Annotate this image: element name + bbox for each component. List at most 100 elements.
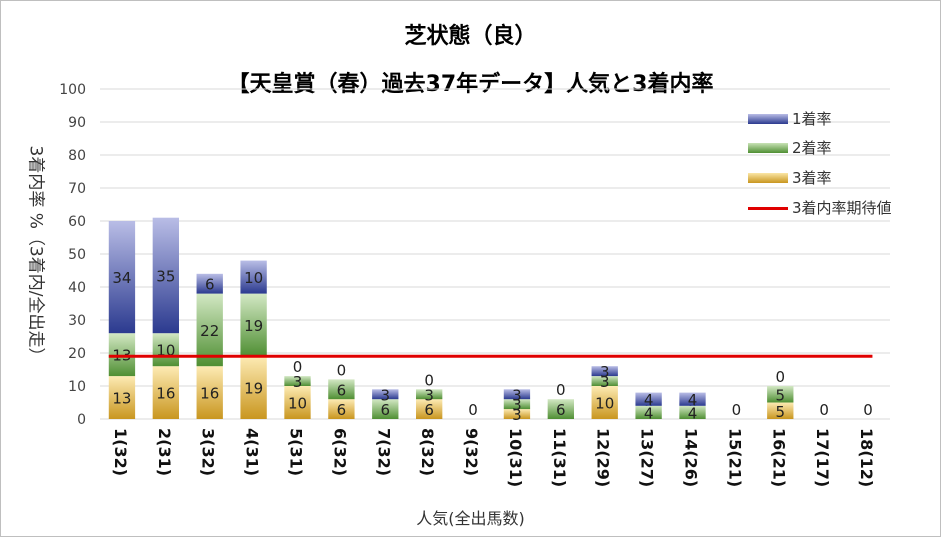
data-label: 4 [688, 404, 698, 422]
bar-segment [240, 260, 267, 294]
data-label: 3 [293, 373, 303, 391]
chart-title: 芝状態（良） [404, 24, 537, 49]
data-label: 35 [156, 267, 175, 285]
x-tick-label: 17(17) [813, 428, 832, 487]
x-tick-label: 8(32) [418, 428, 437, 476]
legend-swatch-second [748, 143, 788, 153]
y-tick-label: 50 [68, 247, 86, 263]
data-label: 3 [600, 373, 610, 391]
bar-segment [284, 376, 311, 386]
y-tick-label: 0 [77, 412, 86, 428]
x-tick-label: 10(31) [506, 428, 525, 487]
data-label: 16 [156, 385, 175, 403]
data-label: 3 [512, 386, 522, 404]
data-label: 19 [244, 380, 263, 398]
bar-segment [767, 402, 794, 419]
data-label: 0 [293, 358, 303, 376]
data-label: 6 [424, 401, 434, 419]
bar-segment [328, 379, 355, 400]
x-tick-label: 9(32) [462, 428, 481, 476]
legend-swatch-first [748, 114, 788, 124]
data-label: 4 [644, 404, 654, 422]
bar-segment [679, 392, 706, 406]
x-tick-label: 2(31) [155, 428, 174, 476]
bar-segment [416, 399, 443, 419]
x-tick-label: 6(32) [330, 428, 349, 476]
bar-segment [503, 399, 531, 410]
y-tick-label: 100 [59, 82, 86, 98]
data-label: 0 [556, 381, 566, 399]
data-label: 6 [337, 381, 347, 399]
data-label: 0 [863, 401, 873, 419]
y-tick-label: 80 [68, 148, 86, 164]
y-tick-label: 20 [68, 346, 86, 362]
data-label: 10 [595, 395, 614, 413]
y-tick-label: 60 [68, 214, 86, 230]
y-tick-label: 40 [68, 280, 86, 296]
x-tick-label: 16(21) [769, 428, 788, 487]
bar-segment [196, 366, 223, 419]
bar-segment [767, 386, 794, 403]
bar-segment [240, 293, 267, 357]
x-tick-label: 1(32) [111, 428, 130, 476]
legend-swatch-third [748, 173, 788, 183]
x-tick-label: 11(31) [550, 428, 569, 487]
bar-segment [547, 399, 574, 419]
x-tick-label: 12(29) [594, 428, 613, 487]
bar-segment [108, 333, 136, 377]
y-tick-label: 70 [68, 181, 86, 197]
bar-segment [503, 409, 531, 419]
data-label: 0 [732, 401, 742, 419]
bar-segment [284, 386, 311, 419]
data-label: 34 [112, 269, 131, 287]
bar-segment [503, 389, 531, 400]
data-label: 0 [468, 401, 478, 419]
x-tick-label: 7(32) [374, 428, 393, 476]
bar-segment [152, 366, 179, 419]
bar-segment [372, 399, 399, 419]
y-tick-label: 30 [68, 313, 86, 329]
bar-segment [328, 399, 355, 419]
data-label: 13 [112, 390, 131, 408]
data-label: 0 [776, 368, 786, 386]
data-label: 4 [644, 391, 654, 409]
data-label: 3 [512, 396, 522, 414]
bar-segment [591, 386, 618, 419]
data-label: 6 [337, 401, 347, 419]
data-label: 5 [776, 403, 786, 421]
x-tick-label: 14(26) [682, 428, 701, 487]
x-tick-label: 15(21) [725, 428, 744, 487]
data-label: 0 [424, 371, 434, 389]
data-label: 22 [200, 322, 219, 340]
data-label: 6 [556, 401, 566, 419]
data-label: 10 [244, 269, 263, 287]
legend-swatch-expected [748, 207, 788, 210]
chart-subtitle: 【天皇賞（春）過去37年データ】人気と3着内率 [227, 72, 714, 97]
bar-segment [635, 392, 662, 406]
data-label: 3 [381, 386, 391, 404]
x-axis-label: 人気(全出馬数) [416, 509, 525, 528]
bar-segment [679, 405, 706, 419]
data-label: 3 [424, 386, 434, 404]
x-tick-label: 5(31) [287, 428, 306, 476]
bar-segment [152, 217, 179, 334]
bar-segment [196, 273, 223, 294]
y-tick-label: 10 [68, 379, 86, 395]
data-label: 0 [819, 401, 829, 419]
x-tick-label: 18(12) [857, 428, 876, 487]
x-tick-label: 3(32) [199, 428, 218, 476]
y-tick-label: 90 [68, 115, 86, 131]
bar-segment [240, 356, 267, 419]
data-label: 3 [600, 363, 610, 381]
bar-segment [372, 389, 399, 400]
data-label: 6 [205, 276, 215, 294]
x-tick-label: 4(31) [243, 428, 262, 476]
x-tick-label: 13(27) [638, 428, 657, 487]
bar-segment [416, 389, 443, 400]
data-label: 10 [288, 395, 307, 413]
data-label: 5 [776, 386, 786, 404]
bar-segment [108, 221, 136, 334]
data-label: 19 [244, 317, 263, 335]
data-label: 0 [337, 361, 347, 379]
